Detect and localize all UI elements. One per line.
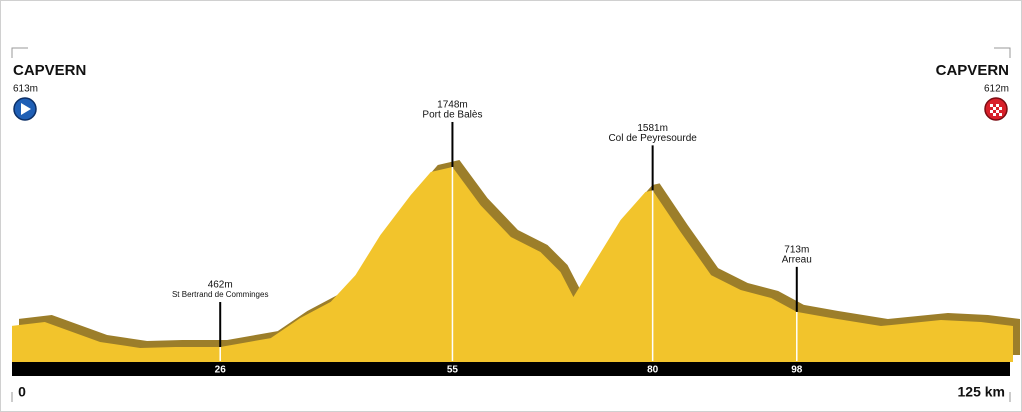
annotation-name: Port de Balès — [422, 110, 482, 121]
annotation-name: St Bertrand de Comminges — [172, 290, 269, 299]
start-name: CAPVERN — [13, 62, 86, 79]
x-tick-label: 55 — [447, 365, 459, 376]
x-tick-label: 80 — [647, 365, 659, 376]
annotation-elevation: 713m — [784, 245, 809, 256]
x-tick-label: 125 km — [958, 384, 1005, 400]
x-tick-label: 98 — [791, 365, 803, 376]
annotation-elevation: 1581m — [637, 123, 668, 134]
annotation-elevation: 1748m — [437, 100, 468, 111]
start-elevation: 613m — [13, 84, 38, 95]
corner — [11, 47, 28, 58]
finish-elevation: 612m — [984, 84, 1009, 95]
start-icon — [13, 97, 37, 121]
corner — [994, 47, 1011, 58]
profile-area — [12, 167, 1013, 362]
annotation-elevation: 462m — [208, 280, 233, 291]
annotation-name: Arreau — [782, 255, 812, 266]
annotation-name: Col de Peyresourde — [608, 133, 697, 144]
x-tick-label: 26 — [215, 365, 227, 376]
band-cover — [12, 362, 1010, 376]
finish-icon — [984, 97, 1008, 121]
finish-name: CAPVERN — [936, 62, 1009, 79]
x-tick-label: 0 — [18, 384, 26, 400]
